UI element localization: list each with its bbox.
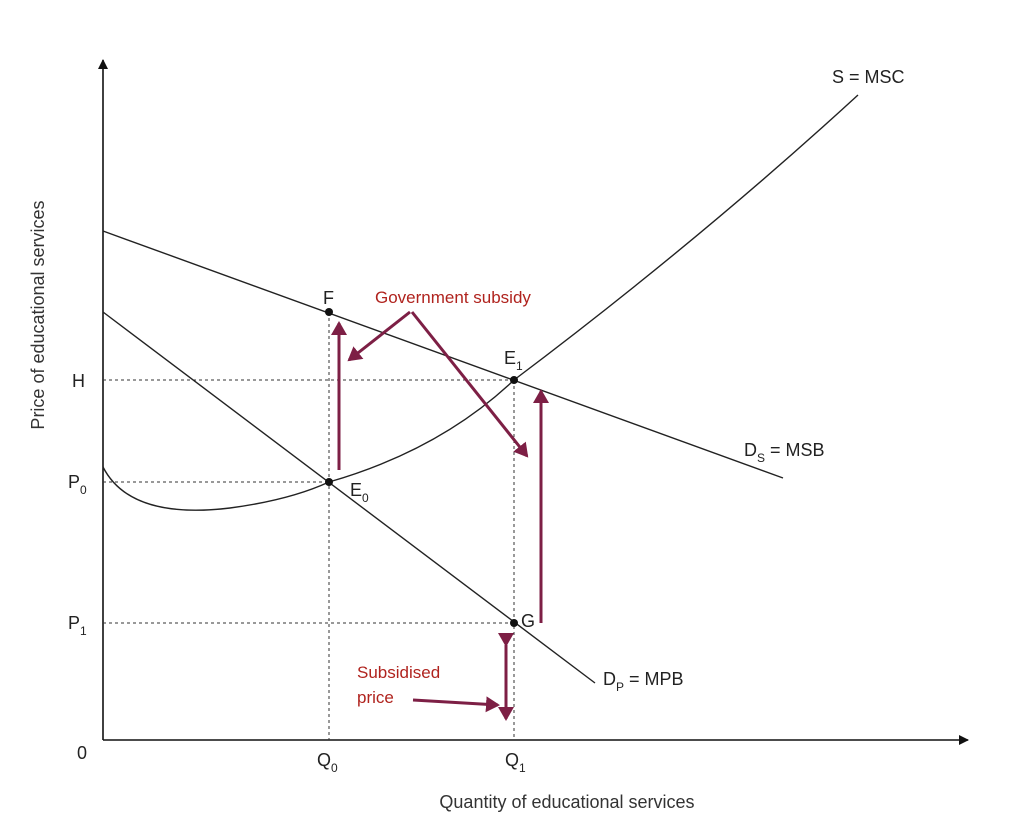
y-axis-title: Price of educational services bbox=[28, 200, 48, 429]
price-label-p0: P0 bbox=[68, 472, 87, 497]
x-axis-title: Quantity of educational services bbox=[439, 792, 694, 812]
supply-curve-msc bbox=[102, 94, 859, 511]
point-g bbox=[510, 619, 518, 627]
point-label-e0: E0 bbox=[350, 480, 369, 505]
pointer-to-second-subsidy bbox=[410, 311, 529, 458]
origin-label: 0 bbox=[77, 743, 87, 763]
pointer-to-subsidised-price bbox=[412, 696, 500, 713]
quantity-label-q0: Q0 bbox=[317, 750, 338, 775]
point-label-e1: E1 bbox=[504, 348, 523, 373]
social-demand-curve-msb bbox=[102, 230, 784, 479]
point-label-f: F bbox=[323, 288, 334, 308]
supply-curve-label: S = MSC bbox=[832, 67, 905, 87]
subsidised-price-label-line2: price bbox=[357, 688, 394, 707]
social-demand-label: DS = MSB bbox=[744, 440, 825, 465]
pointer-to-first-subsidy bbox=[347, 310, 411, 362]
subsidised-price-label-line1: Subsidised bbox=[357, 663, 440, 682]
point-f bbox=[325, 308, 333, 316]
price-label-p1: P1 bbox=[68, 613, 87, 638]
quantity-label-q1: Q1 bbox=[505, 750, 526, 775]
government-subsidy-label: Government subsidy bbox=[375, 288, 531, 307]
point-e1 bbox=[510, 376, 518, 384]
price-label-h: H bbox=[72, 371, 85, 391]
point-label-g: G bbox=[521, 611, 535, 631]
point-e0 bbox=[325, 478, 333, 486]
private-demand-label: DP = MPB bbox=[603, 669, 684, 694]
